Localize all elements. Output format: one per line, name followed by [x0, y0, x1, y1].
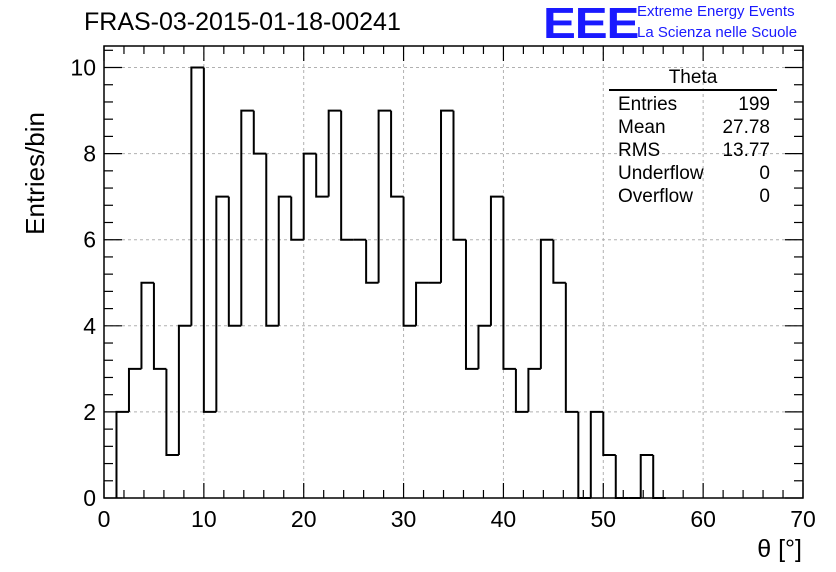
histogram-bin [215, 195, 229, 412]
histogram-bin [177, 324, 192, 455]
histogram-bin [265, 153, 279, 327]
x-tick-label: 60 [690, 506, 716, 532]
x-tick-label: 50 [590, 506, 616, 532]
stat-label: Mean [618, 117, 666, 138]
histogram-bin [514, 368, 529, 413]
stat-value: 199 [738, 94, 770, 115]
logo-subtitle-1: Extreme Energy Events [637, 3, 795, 20]
eee-logo: EEE [543, 0, 639, 48]
stat-row-rms: RMS 13.77 [609, 139, 777, 162]
histogram-bin [315, 153, 329, 198]
histogram-bin [127, 367, 142, 412]
histogram-bin [165, 368, 179, 456]
histogram-bin [452, 110, 466, 241]
histogram-bin [602, 411, 616, 456]
histogram-bin [577, 411, 591, 499]
histogram-bin [302, 152, 317, 240]
histogram-bin [539, 238, 554, 369]
histogram-bin [202, 67, 217, 413]
stat-value: 0 [759, 163, 770, 184]
histogram-bin [190, 66, 204, 326]
x-tick-label: 30 [391, 506, 417, 532]
histogram-bin [327, 109, 342, 197]
histogram-bin [390, 110, 404, 198]
histogram-bin [277, 195, 292, 326]
y-tick-label: 10 [70, 55, 96, 81]
histogram-bin [589, 410, 604, 498]
x-axis-label: θ [°] [757, 535, 802, 563]
histogram-bin [140, 281, 154, 369]
y-tick-label: 8 [83, 141, 96, 167]
histogram-bin [252, 110, 267, 155]
histogram-bin [502, 196, 516, 370]
chart-title: FRAS-03-2015-01-18-00241 [84, 8, 401, 36]
histogram-bin [552, 239, 566, 284]
axis-ticks [103, 46, 804, 499]
stat-value: 27.78 [722, 117, 770, 138]
stat-row-underflow: Underflow 0 [609, 162, 777, 185]
stat-label: Overflow [618, 186, 693, 207]
histogram-bins [115, 66, 666, 499]
x-tick-label: 20 [291, 506, 317, 532]
x-tick-label: 70 [790, 506, 816, 532]
histogram-bin [365, 239, 379, 284]
x-tick-label: 10 [191, 506, 217, 532]
stat-label: Underflow [618, 163, 704, 184]
histogram-bin [402, 196, 417, 327]
stat-label: RMS [618, 140, 661, 161]
stat-value: 13.77 [722, 140, 770, 161]
histogram-bin [227, 196, 242, 327]
histogram-bin [377, 109, 392, 283]
y-tick-label: 0 [83, 485, 96, 511]
plot-frame [103, 45, 804, 499]
stat-row-overflow: Overflow 0 [609, 185, 777, 208]
histogram-bin [115, 410, 129, 498]
histogram-bin [652, 454, 666, 499]
histogram-bin [614, 454, 629, 499]
histogram-bin [477, 324, 491, 369]
stat-label: Entries [618, 94, 678, 115]
y-tick-label: 6 [83, 227, 96, 253]
histogram-bin [440, 109, 454, 283]
histogram-bin [639, 453, 654, 498]
x-tick-label: 0 [98, 506, 111, 532]
stats-title: Theta [609, 68, 777, 91]
stat-row-mean: Mean 27.78 [609, 116, 777, 139]
histogram-bin [415, 281, 429, 326]
stat-row-entries: Entries 199 [609, 93, 777, 116]
histogram-bin [290, 196, 304, 241]
x-tick-label: 40 [491, 506, 517, 532]
histogram-bin [152, 282, 167, 370]
logo-subtitle-2: La Scienza nelle Scuole [637, 24, 798, 41]
y-axis-label: Entries/bin [20, 112, 50, 235]
histogram-bin [240, 109, 254, 326]
stats-box: Theta Entries 199 Mean 27.78 RMS 13.77 U… [609, 68, 777, 208]
histogram-bin [489, 195, 504, 326]
y-tick-label: 4 [83, 313, 96, 339]
stat-value: 0 [759, 186, 770, 207]
axis-tick-labels: 0 10 20 30 40 50 60 70 0 2 4 6 8 10 [70, 55, 815, 532]
histogram-bin [527, 367, 541, 412]
y-tick-label: 2 [83, 399, 96, 425]
histogram-bin [564, 282, 579, 413]
histogram-bin [464, 239, 479, 370]
histogram-bin [340, 110, 354, 241]
